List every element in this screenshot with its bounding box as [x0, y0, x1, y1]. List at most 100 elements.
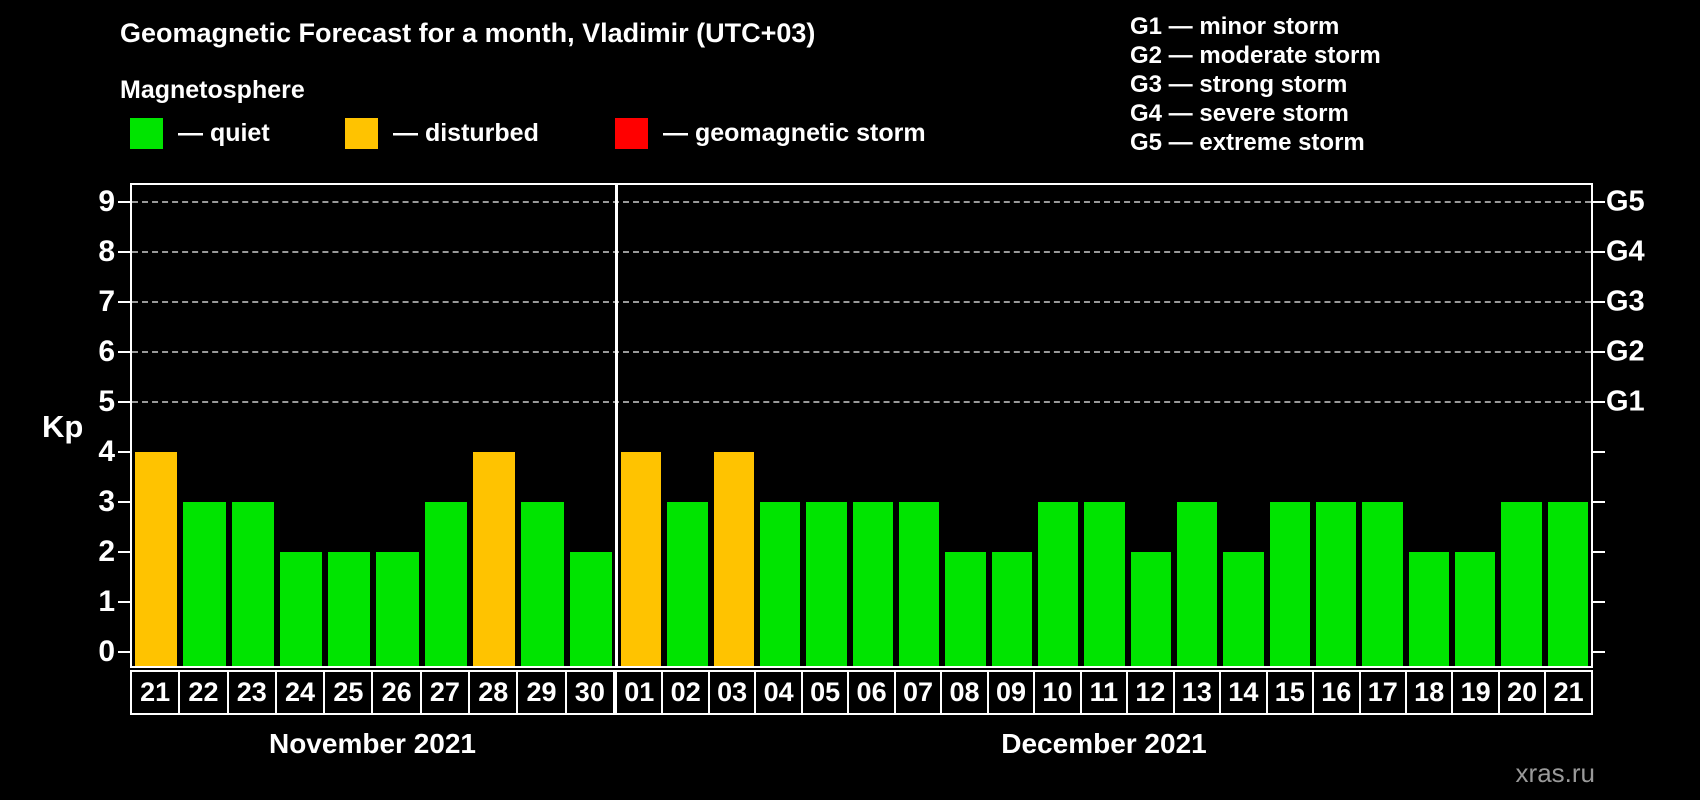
kp-bar-dec-04: [759, 502, 801, 666]
y-tick-right-0: [1593, 651, 1605, 653]
kp-bar-dec-08: [945, 552, 986, 666]
day-slot-dec-04: [757, 185, 803, 666]
day-label-nov-24: 24: [274, 670, 326, 715]
day-label-dec-03: 03: [707, 670, 757, 715]
day-slot-nov-29: [518, 185, 566, 666]
kp-bar-dec-09: [991, 552, 1032, 666]
day-label-dec-21: 21: [1544, 670, 1593, 715]
y-tick-right-2: [1593, 551, 1605, 553]
day-label-dec-07: 07: [893, 670, 943, 715]
bars-dec: [618, 185, 1591, 666]
y-axis-label: Kp: [42, 409, 84, 444]
g-legend-line-4: G4 — severe storm: [1130, 100, 1349, 127]
legend-label-storm: — geomagnetic storm: [663, 119, 926, 147]
day-label-nov-22: 22: [178, 670, 229, 715]
y-tick-right-6: [1593, 351, 1605, 353]
y-tick-right-3: [1593, 501, 1605, 503]
kp-bar-dec-01: [621, 452, 662, 666]
day-label-dec-06: 06: [847, 670, 896, 715]
y-tick-label-5: 5: [98, 385, 115, 418]
g-legend-line-5: G5 — extreme storm: [1130, 129, 1365, 156]
kp-bar-dec-13: [1176, 502, 1218, 666]
day-slot-dec-07: [896, 185, 942, 666]
y-tick-left-0: [118, 651, 130, 653]
day-labels-nov: 21 22 23 24 25 26 27 28 29 30: [130, 670, 615, 715]
day-label-dec-10: 10: [1033, 670, 1082, 715]
y-tick-left-9: [118, 201, 130, 203]
day-slot-nov-30: [567, 185, 615, 666]
day-slot-nov-23: [229, 185, 277, 666]
y-tick-right-5: [1593, 401, 1605, 403]
y-tick-right-4: [1593, 451, 1605, 453]
day-slot-nov-21: [132, 185, 180, 666]
day-slot-dec-16: [1313, 185, 1359, 666]
y-tick-label-0: 0: [98, 635, 115, 668]
chart-subtitle: Magnetosphere: [120, 76, 305, 104]
kp-bar-nov-23: [231, 502, 274, 666]
kp-bar-nov-25: [328, 552, 371, 666]
chart-title: Geomagnetic Forecast for a month, Vladim…: [120, 18, 816, 48]
legend-label-quiet: — quiet: [178, 119, 270, 147]
legend-item-disturbed: — disturbed: [345, 118, 539, 149]
day-label-nov-28: 28: [468, 670, 519, 715]
y-tick-left-2: [118, 551, 130, 553]
day-slot-dec-18: [1406, 185, 1452, 666]
y-tick-label-3: 3: [98, 485, 115, 518]
gridline-kp-6: [132, 351, 1591, 353]
day-label-nov-30: 30: [564, 670, 615, 715]
kp-bar-dec-20: [1501, 502, 1542, 666]
kp-bar-dec-06: [852, 502, 893, 666]
day-label-dec-13: 13: [1172, 670, 1222, 715]
kp-bar-nov-22: [183, 502, 226, 666]
day-label-dec-16: 16: [1312, 670, 1361, 715]
g-label-G5: G5: [1606, 185, 1645, 218]
kp-bar-dec-19: [1454, 552, 1496, 666]
legend-item-quiet: — quiet: [130, 118, 270, 149]
day-label-dec-12: 12: [1126, 670, 1175, 715]
day-slot-nov-25: [325, 185, 373, 666]
day-slot-dec-19: [1452, 185, 1498, 666]
gridline-kp-5: [132, 401, 1591, 403]
kp-bar-dec-10: [1037, 502, 1079, 666]
day-slot-dec-13: [1174, 185, 1220, 666]
day-slot-dec-09: [989, 185, 1035, 666]
y-tick-left-8: [118, 251, 130, 253]
day-label-dec-11: 11: [1079, 670, 1129, 715]
y-tick-left-5: [118, 401, 130, 403]
bars-nov: [132, 185, 615, 666]
g-scale-legend: G1 — minor storm G2 — moderate storm G3 — …: [1130, 12, 1381, 157]
month-caption-nov: November 2021: [268, 728, 476, 759]
day-slot-dec-20: [1498, 185, 1544, 666]
day-slot-dec-05: [803, 185, 849, 666]
day-slot-dec-01: [618, 185, 664, 666]
day-label-nov-25: 25: [323, 670, 374, 715]
disturbed-swatch: [345, 118, 378, 149]
plot-area: [118, 183, 1605, 668]
day-labels-dec: 01 02 03 04 05 06 07 08 09 10 11 12 13 14 15 16 17 18 19 20…: [615, 670, 1593, 715]
day-slot-dec-17: [1359, 185, 1405, 666]
y-tick-label-7: 7: [98, 285, 115, 318]
y-tick-left-4: [118, 451, 130, 453]
day-label-dec-15: 15: [1265, 670, 1315, 715]
day-slot-dec-06: [850, 185, 896, 666]
gridline-kp-9: [132, 201, 1591, 203]
y-tick-right-8: [1593, 251, 1605, 253]
y-tick-right-9: [1593, 201, 1605, 203]
month-separator: [615, 185, 618, 666]
day-label-nov-26: 26: [371, 670, 422, 715]
y-tick-left-1: [118, 601, 130, 603]
day-label-dec-14: 14: [1219, 670, 1268, 715]
day-label-dec-05: 05: [800, 670, 850, 715]
day-label-dec-04: 04: [754, 670, 803, 715]
day-label-dec-18: 18: [1404, 670, 1454, 715]
y-tick-label-9: 9: [98, 185, 115, 218]
kp-bar-nov-24: [279, 552, 323, 666]
quiet-swatch: [130, 118, 163, 149]
day-slot-dec-21: [1545, 185, 1591, 666]
kp-bar-dec-21: [1547, 502, 1588, 666]
y-tick-left-7: [118, 301, 130, 303]
y-tick-left-3: [118, 501, 130, 503]
day-label-dec-20: 20: [1497, 670, 1547, 715]
g-label-G1: G1: [1606, 385, 1645, 418]
kp-bar-nov-27: [424, 502, 468, 666]
